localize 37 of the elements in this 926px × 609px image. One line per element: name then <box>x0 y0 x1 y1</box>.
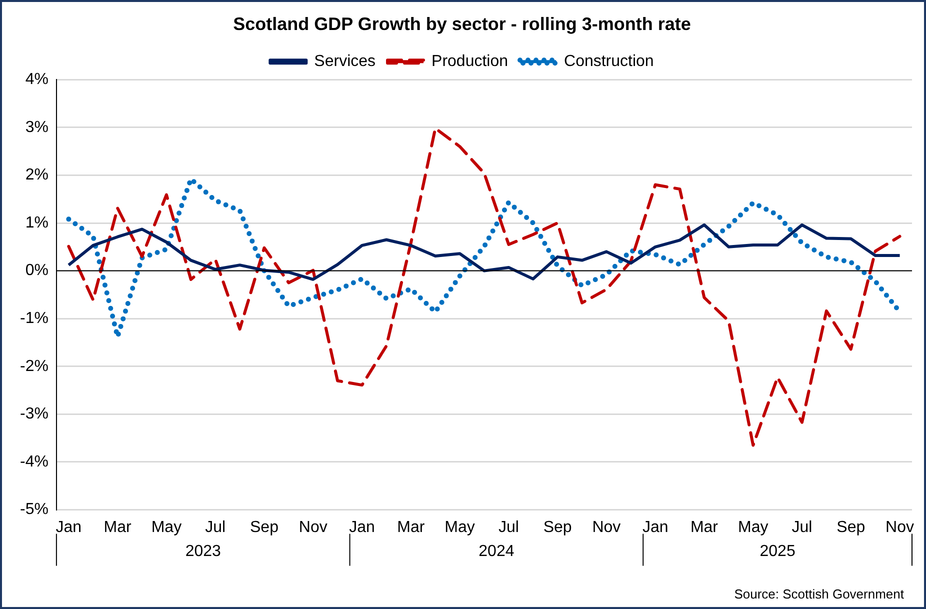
y-tick-label: -3% <box>20 406 48 423</box>
y-tick-label: -1% <box>20 310 48 328</box>
line-series <box>67 126 902 447</box>
y-tick-label: 4% <box>25 71 48 88</box>
x-tick-label: May <box>151 518 182 536</box>
x-tick-label: Jul <box>792 518 812 536</box>
source-note: Source: Scottish Government <box>734 586 904 602</box>
x-tick-label: Nov <box>298 518 328 536</box>
y-tick-label: 3% <box>25 118 48 136</box>
x-tick-label: Jan <box>56 518 82 536</box>
legend-label: Construction <box>564 53 654 70</box>
x-tick-label: Jul <box>498 518 519 536</box>
text: 2025 <box>760 543 796 560</box>
x-tick-label: May <box>738 518 768 536</box>
legend-label: Production <box>432 53 508 70</box>
x-tick-label: Nov <box>592 518 621 536</box>
x-tick-label: Mar <box>397 518 426 536</box>
y-tick-label: -4% <box>20 453 48 470</box>
text: 2024 <box>478 543 514 560</box>
x-tick-label: Sep <box>543 518 572 536</box>
y-tick-label: 2% <box>25 166 48 184</box>
x-tick-label: Jan <box>642 518 668 536</box>
x-tick-label: Mar <box>690 518 719 536</box>
y-tick-label: 0% <box>25 262 48 280</box>
y-tick-label: 1% <box>25 214 48 232</box>
x-tick-label: Jan <box>349 518 375 536</box>
x-tick-label: Nov <box>886 518 914 536</box>
x-tick-label: Mar <box>104 518 132 536</box>
legend-label: Services <box>314 53 376 70</box>
y-tick-label: -2% <box>20 358 48 375</box>
y-tick-label: -5% <box>20 501 48 518</box>
x-tick-label: May <box>444 518 475 536</box>
x-tick-label: Sep <box>250 518 279 536</box>
chart-title: Scotland GDP Growth by sector - rolling 3-month rate <box>233 14 691 34</box>
text: 2023 <box>185 543 222 560</box>
x-tick-label: Jul <box>205 518 226 536</box>
x-tick-label: Sep <box>836 518 866 536</box>
